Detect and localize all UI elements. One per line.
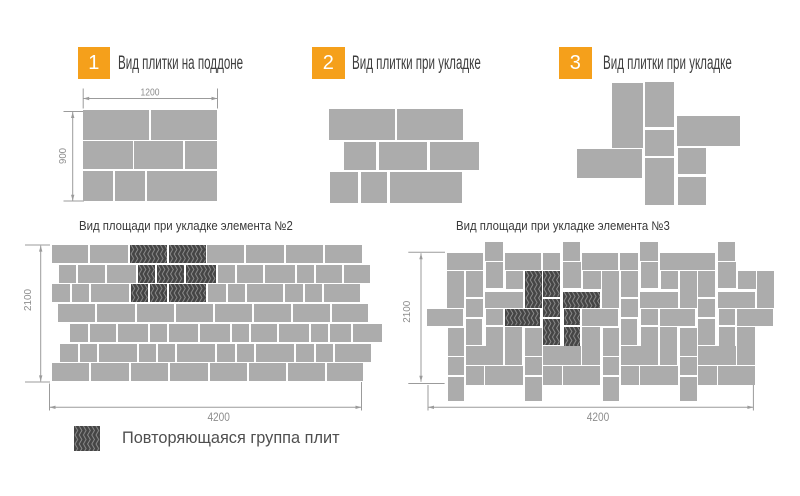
- svg-text:4200: 4200: [587, 412, 610, 424]
- svg-text:2100: 2100: [401, 301, 413, 323]
- svg-text:2100: 2100: [22, 289, 34, 311]
- svg-text:900: 900: [58, 148, 69, 164]
- svg-text:4200: 4200: [207, 412, 230, 424]
- svg-text:1200: 1200: [141, 88, 160, 99]
